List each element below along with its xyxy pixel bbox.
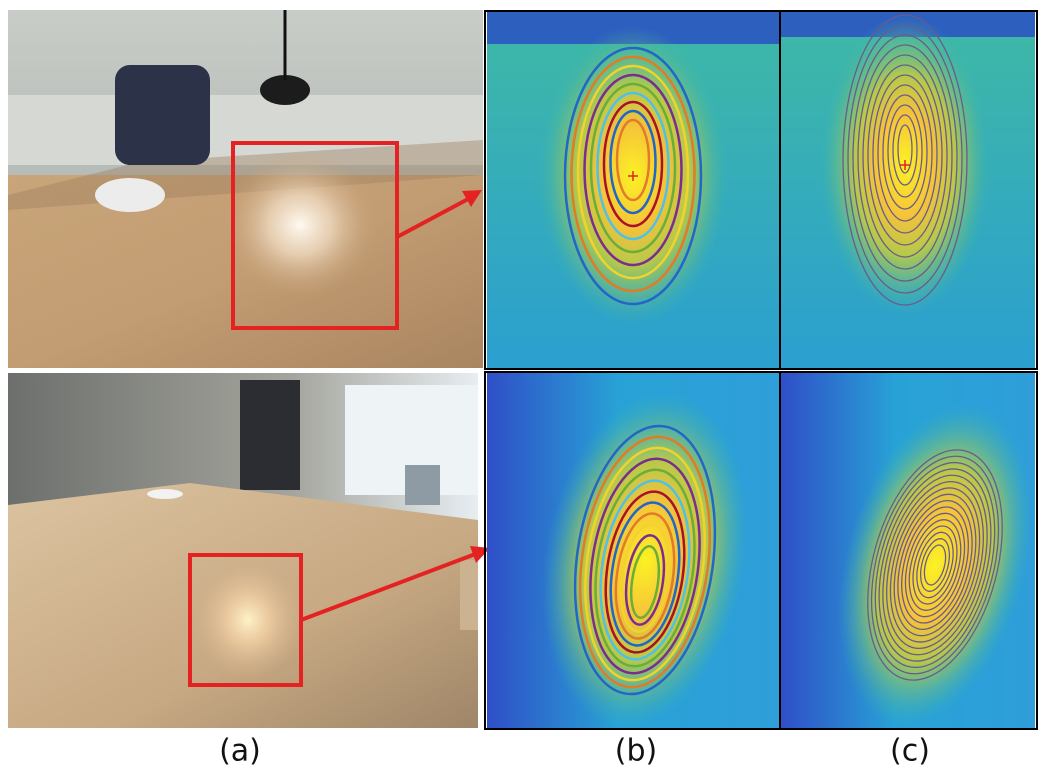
contour	[842, 14, 968, 306]
contour	[847, 24, 963, 294]
panel-label: (b)	[615, 734, 657, 769]
contour	[589, 82, 677, 254]
contour	[874, 461, 996, 669]
contour	[609, 501, 681, 647]
contour	[602, 100, 664, 228]
contour	[615, 118, 651, 202]
contour	[578, 435, 712, 689]
heatmaps	[484, 10, 1038, 730]
contour	[923, 544, 947, 586]
contour	[629, 545, 661, 619]
panel-label: (a)	[219, 734, 261, 769]
contour	[867, 64, 943, 246]
photo-bottom	[8, 373, 490, 728]
contour	[870, 455, 1000, 675]
contour	[573, 424, 717, 696]
photo-top	[8, 10, 483, 368]
contour	[882, 94, 928, 210]
contour	[862, 54, 948, 258]
contour	[576, 64, 690, 280]
contour	[867, 449, 1003, 681]
contour	[892, 114, 918, 186]
contour	[589, 457, 701, 675]
contour	[563, 46, 703, 306]
contour	[599, 479, 691, 661]
contour	[877, 84, 933, 222]
contour	[912, 525, 958, 605]
contour	[904, 512, 966, 618]
contour	[897, 499, 973, 631]
contour	[857, 44, 953, 270]
contour	[893, 493, 977, 637]
contour	[596, 91, 670, 241]
contour	[901, 506, 969, 624]
contour	[583, 73, 683, 267]
panel-label: (c)	[890, 734, 930, 769]
contour	[916, 531, 954, 599]
contour	[886, 480, 984, 650]
contour	[624, 534, 666, 626]
contour	[878, 468, 992, 662]
contour	[887, 104, 923, 198]
contour	[889, 487, 981, 643]
contour	[619, 523, 671, 633]
contour	[908, 519, 962, 611]
contour	[594, 468, 696, 668]
contour	[852, 34, 958, 282]
contour	[570, 55, 696, 293]
contour	[872, 74, 938, 234]
contour	[604, 490, 686, 654]
contour	[919, 538, 951, 592]
contour	[614, 512, 676, 640]
contour	[882, 474, 988, 656]
contour	[609, 109, 657, 215]
contour	[584, 446, 706, 682]
contour	[897, 124, 913, 174]
